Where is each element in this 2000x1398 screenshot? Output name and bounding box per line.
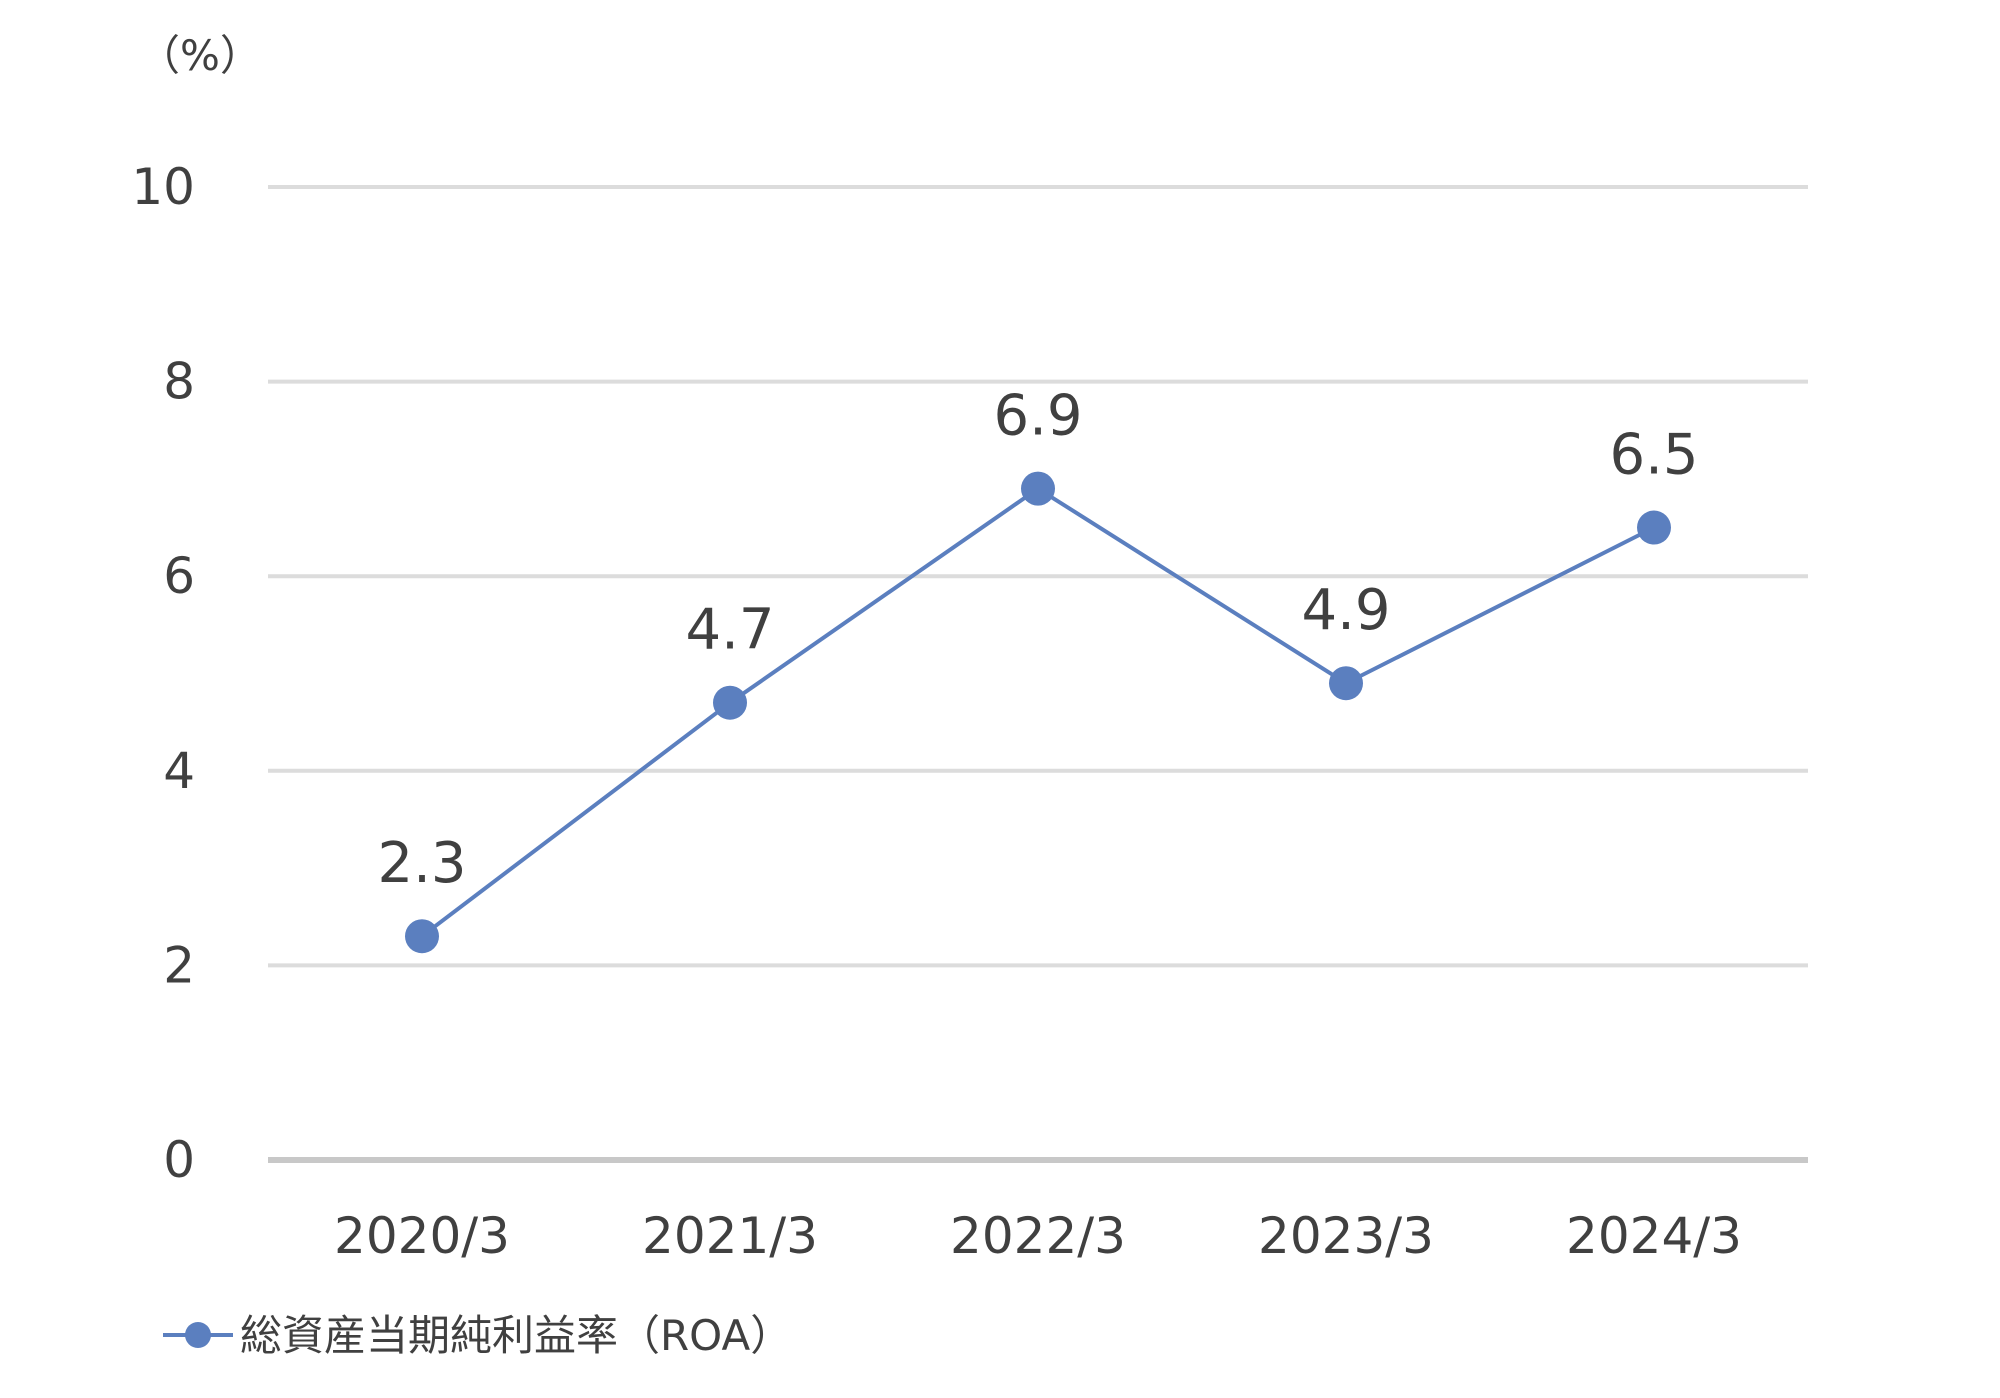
data-label-2022/3: 6.9	[993, 384, 1082, 449]
y-axis-unit-label: （%）	[138, 31, 262, 80]
y-tick-label-10: 10	[131, 158, 195, 216]
data-point-2022/3	[1021, 471, 1055, 506]
x-tick-label-2021/3: 2021/3	[642, 1207, 818, 1265]
legend-marker	[185, 1322, 211, 1348]
x-tick-label-2024/3: 2024/3	[1566, 1207, 1742, 1265]
x-tick-label-2020/3: 2020/3	[334, 1207, 510, 1265]
data-point-2020/3	[405, 919, 439, 954]
series-line-roa	[420, 486, 1655, 938]
legend: 総資産当期純利益率（ROA）	[163, 1311, 792, 1360]
x-axis-tick-labels: 2020/3 2021/3 2022/3 2023/3 2024/3	[334, 1207, 1742, 1265]
data-point-2024/3	[1637, 510, 1671, 545]
y-axis-tick-labels: 0 2 4 6 8 10	[131, 158, 195, 1189]
x-tick-label-2023/3: 2023/3	[1258, 1207, 1434, 1265]
data-label-2020/3: 2.3	[377, 831, 466, 896]
gridlines	[268, 185, 1808, 1163]
data-label-2021/3: 4.7	[685, 598, 774, 663]
data-point-2023/3	[1329, 666, 1363, 701]
data-label-2023/3: 4.9	[1301, 578, 1390, 643]
y-tick-label-6: 6	[163, 547, 195, 605]
data-labels: 2.3 4.7 6.9 4.9 6.5	[377, 384, 1698, 897]
legend-label: 総資産当期純利益率（ROA）	[240, 1311, 792, 1360]
data-point-2021/3	[713, 685, 747, 720]
x-tick-label-2022/3: 2022/3	[950, 1207, 1126, 1265]
data-label-2024/3: 6.5	[1609, 423, 1698, 488]
y-tick-label-8: 8	[163, 353, 195, 411]
y-tick-label-0: 0	[163, 1131, 195, 1189]
series-group	[405, 471, 1671, 954]
y-tick-label-2: 2	[163, 936, 195, 994]
y-tick-label-4: 4	[163, 742, 195, 800]
